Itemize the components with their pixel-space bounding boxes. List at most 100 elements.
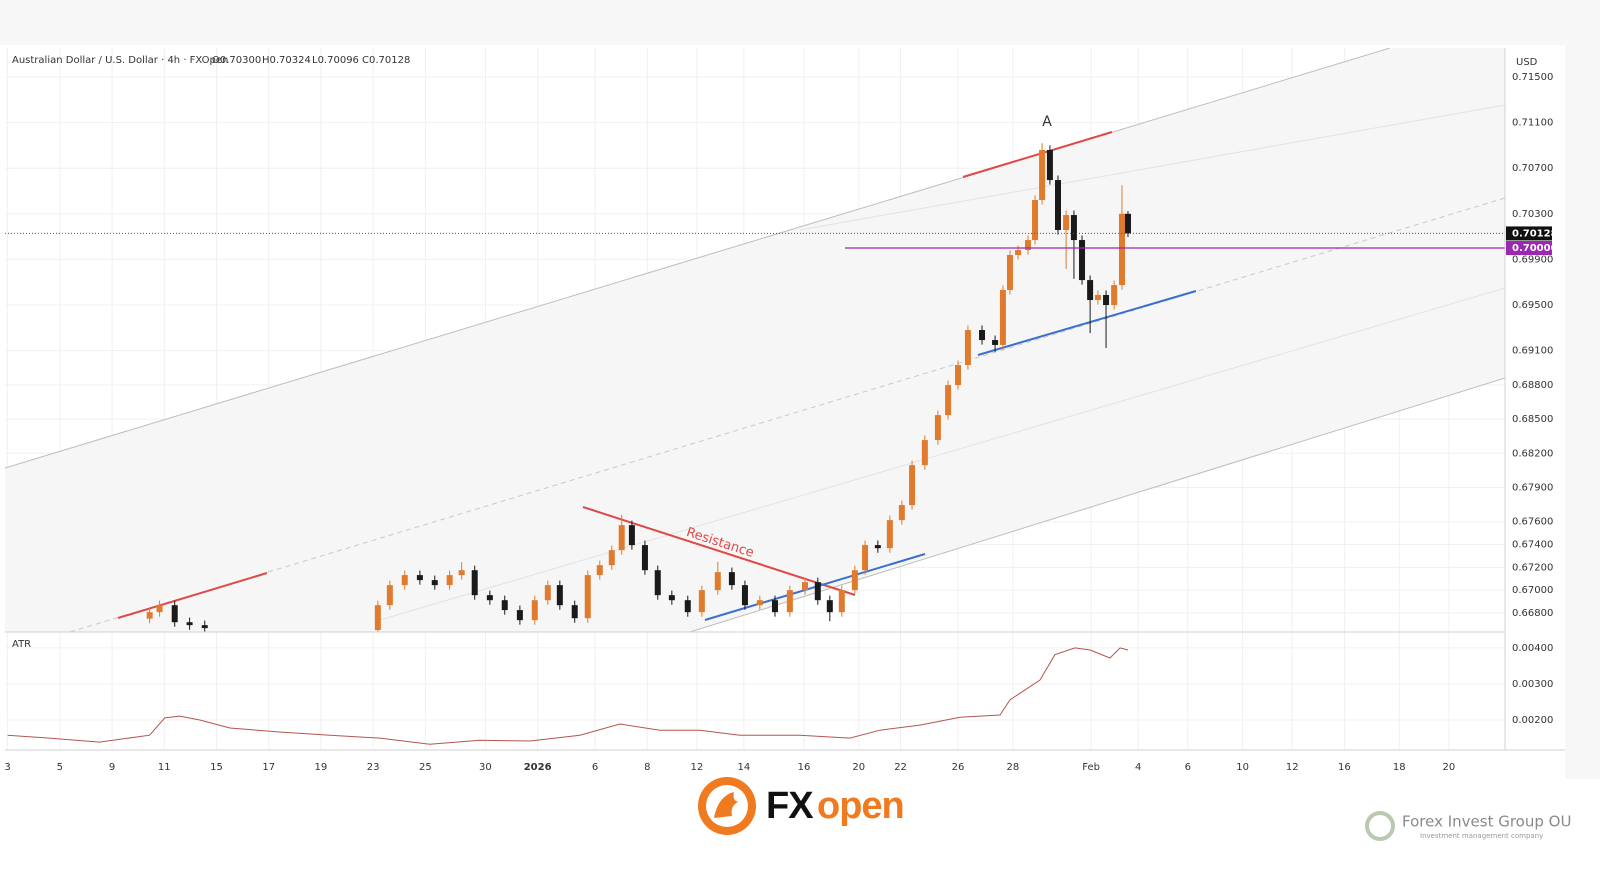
candle-body bbox=[786, 590, 793, 613]
company-badge: Forex Invest Group OU Investment managem… bbox=[1365, 811, 1571, 841]
candle-body bbox=[838, 590, 845, 613]
x-tick-label: 6 bbox=[592, 762, 598, 773]
trendline-red bbox=[117, 572, 268, 619]
candle-body bbox=[171, 605, 178, 623]
x-tick-label: 20 bbox=[1442, 762, 1455, 773]
x-tick-label: 23 bbox=[367, 762, 380, 773]
y-tick-label: 0.67900 bbox=[1512, 483, 1553, 494]
ohlc-value: L0.70096 bbox=[312, 55, 359, 66]
candle-body bbox=[1124, 213, 1131, 234]
candle-body bbox=[874, 545, 881, 549]
candle-body bbox=[756, 600, 763, 606]
support-line bbox=[977, 290, 1197, 356]
candle-body bbox=[186, 622, 193, 626]
x-tick-label: 12 bbox=[1286, 762, 1299, 773]
candle-body bbox=[608, 550, 615, 566]
x-tick-label: 8 bbox=[644, 762, 650, 773]
x-tick-label: Feb bbox=[1082, 762, 1100, 773]
x-tick-label: 6 bbox=[1185, 762, 1191, 773]
ohlc-value: O0.70300 bbox=[212, 55, 261, 66]
y-tick-label: 0.70700 bbox=[1512, 163, 1553, 174]
x-tick-label: 19 bbox=[315, 762, 328, 773]
candle-body bbox=[1111, 285, 1118, 306]
candle-body bbox=[571, 605, 578, 619]
candle-body bbox=[431, 580, 438, 586]
y-tick-label: 0.00200 bbox=[1512, 715, 1553, 726]
candle-body bbox=[531, 600, 538, 621]
level-label: 0.70000 bbox=[1512, 243, 1558, 254]
y-tick-label: 0.67400 bbox=[1512, 540, 1553, 551]
y-tick-label: 0.71500 bbox=[1512, 72, 1553, 83]
x-tick-label: 10 bbox=[1236, 762, 1249, 773]
candle-body bbox=[771, 600, 778, 613]
logo-open: open bbox=[817, 785, 904, 827]
x-tick-label: 14 bbox=[738, 762, 751, 773]
candle-body bbox=[1103, 295, 1110, 306]
y-tick-label: 0.00300 bbox=[1512, 679, 1553, 690]
candle-body bbox=[945, 385, 952, 416]
candle-body bbox=[999, 289, 1006, 345]
candle-body bbox=[628, 525, 635, 546]
candle-body bbox=[955, 365, 962, 386]
last-price-tag bbox=[1506, 226, 1552, 241]
candle-body bbox=[964, 330, 971, 366]
candle-body bbox=[1039, 149, 1046, 201]
y-tick-label: 0.66800 bbox=[1512, 608, 1553, 619]
candle-body bbox=[826, 600, 833, 613]
x-tick-label: 5 bbox=[57, 762, 63, 773]
candle-body bbox=[862, 545, 869, 571]
candle-body bbox=[458, 570, 465, 576]
y-tick-label: 0.71100 bbox=[1512, 118, 1553, 129]
footer-background bbox=[0, 779, 1600, 879]
channel-fill bbox=[5, 48, 1505, 632]
candle-body bbox=[516, 610, 523, 621]
x-tick-label: 15 bbox=[210, 762, 223, 773]
trendline-red bbox=[962, 131, 1113, 178]
candle-body bbox=[596, 565, 603, 576]
atr-pane bbox=[7, 647, 1129, 745]
channel-inner-lower bbox=[379, 287, 1505, 621]
channel-lower bbox=[689, 377, 1505, 632]
candle-body bbox=[1055, 180, 1062, 231]
candle-body bbox=[1006, 254, 1013, 290]
candle-body bbox=[1118, 213, 1125, 286]
symbol-title: Australian Dollar / U.S. Dollar · 4h · F… bbox=[12, 55, 228, 66]
channel-upper bbox=[5, 48, 1391, 469]
candle-body bbox=[446, 575, 453, 586]
candle-body bbox=[728, 572, 735, 586]
candle-body bbox=[1024, 240, 1031, 251]
x-tick-label: 9 bbox=[109, 762, 115, 773]
candle-body bbox=[1046, 149, 1053, 181]
candle-body bbox=[146, 612, 153, 619]
resistance-line bbox=[582, 506, 856, 596]
x-tick-label: 12 bbox=[691, 762, 704, 773]
candle-body bbox=[641, 545, 648, 571]
candle-body bbox=[556, 585, 563, 606]
candle-body bbox=[486, 595, 493, 601]
candle-body bbox=[921, 440, 928, 466]
candle-body bbox=[992, 340, 999, 345]
candle-body bbox=[544, 585, 551, 601]
y-tick-label: 0.68500 bbox=[1512, 414, 1553, 425]
candle-body bbox=[156, 605, 163, 613]
candle-body bbox=[741, 585, 748, 606]
x-tick-label: 20 bbox=[852, 762, 865, 773]
atr-title: ATR bbox=[12, 639, 31, 650]
y-tick-label: 0.00400 bbox=[1512, 643, 1553, 654]
candle-body bbox=[684, 600, 691, 613]
candle-body bbox=[898, 505, 905, 521]
x-tick-label: 17 bbox=[262, 762, 275, 773]
last-price-label: 0.70128 bbox=[1512, 228, 1558, 239]
candle-body bbox=[1032, 200, 1039, 241]
candle-body bbox=[909, 465, 916, 506]
atr-line bbox=[7, 647, 1129, 745]
level-tag bbox=[1506, 241, 1552, 256]
candle-body bbox=[374, 605, 381, 631]
candle-body bbox=[802, 582, 808, 591]
ohlc-value: H0.70324 bbox=[262, 55, 311, 66]
x-tick-label: 25 bbox=[419, 762, 432, 773]
x-tick-label: 16 bbox=[798, 762, 811, 773]
logo-fx: FX bbox=[766, 785, 814, 827]
